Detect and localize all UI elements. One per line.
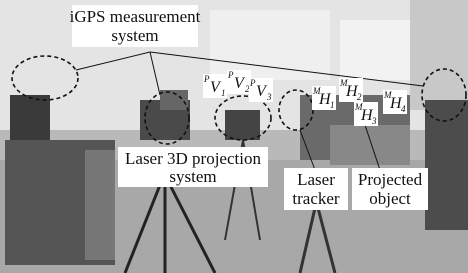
symbol-sub: 1 bbox=[330, 100, 335, 110]
annotation-line: iGPS measurement bbox=[70, 7, 201, 26]
annotated-photo: iGPS measurement system Laser 3D project… bbox=[0, 0, 468, 273]
page: {"annotations": [ {"lines": ["iGPS measu… bbox=[0, 0, 468, 273]
symbol-sub: 1 bbox=[221, 88, 226, 98]
symbol-sub: 4 bbox=[401, 104, 406, 114]
symbol-sup: P bbox=[203, 74, 210, 84]
annotation-line: object bbox=[369, 189, 411, 208]
symbol-sup: P bbox=[227, 70, 234, 80]
annotation-line: Laser 3D projection bbox=[125, 149, 261, 168]
annotation-line: system bbox=[169, 167, 216, 186]
annotation-line: tracker bbox=[292, 189, 340, 208]
symbol-sup: P bbox=[249, 78, 256, 88]
annotation-line: Projected bbox=[358, 170, 423, 189]
symbol-sub: 2 bbox=[357, 92, 362, 102]
annotation-line: system bbox=[111, 26, 158, 45]
photo-scene bbox=[0, 0, 468, 273]
symbol-sub: 3 bbox=[266, 92, 272, 102]
symbol-sub: 3 bbox=[371, 116, 377, 126]
annotation-line: Laser bbox=[297, 170, 335, 189]
